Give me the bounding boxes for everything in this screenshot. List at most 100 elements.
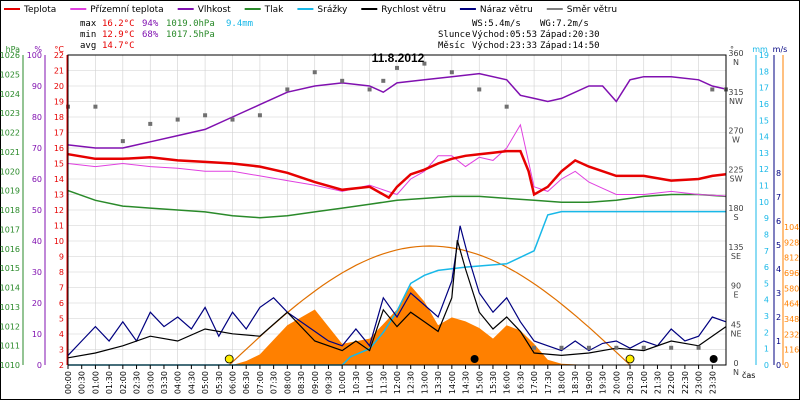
wind-dir-point — [477, 87, 482, 92]
wind-dir-point — [381, 78, 386, 83]
rain-tick-label: 0 — [764, 361, 769, 370]
pressure-axis-unit: hPa — [6, 45, 21, 54]
series-layer — [66, 61, 728, 366]
humidity-tick-label: 50 — [32, 206, 42, 215]
wind-tick-label: 4 — [776, 265, 781, 274]
rain-tick-label: 12 — [759, 165, 769, 174]
solar-radiation-area — [68, 285, 726, 365]
x-tick-label: 05:00 — [201, 371, 210, 394]
x-tick-label: 21:30 — [653, 371, 662, 394]
wind-dir-point — [559, 345, 564, 350]
wind-wg: WG:7.2m/s — [540, 19, 589, 29]
pressure-tick-label: 1017 — [0, 225, 20, 234]
stats-avg-label: avg — [80, 41, 96, 51]
pressure-tick-label: 1022 — [0, 129, 20, 138]
temperature-axis-unit: °C — [54, 45, 64, 54]
temperature-tick-label: 10 — [54, 237, 64, 246]
x-tick-label: 12:00 — [393, 371, 402, 394]
x-tick-label: 18:00 — [558, 371, 567, 394]
rain-tick-label: 10 — [759, 198, 769, 207]
pressure-tick-label: 1013 — [0, 303, 20, 312]
pressure-tick-label: 1018 — [0, 206, 20, 215]
wind-dir-point — [614, 345, 619, 350]
temperature-tick-label: 7 — [59, 284, 64, 293]
x-tick-label: 03:00 — [146, 371, 155, 394]
rain-tick-label: 14 — [759, 133, 769, 142]
sun-set: Západ:20:30 — [540, 30, 600, 40]
wind-dir-tick-label: 45 — [731, 320, 741, 329]
theoretical-sun-curve — [228, 245, 631, 366]
x-tick-label: 03:30 — [160, 371, 169, 394]
x-tick-label: 17:00 — [530, 371, 539, 394]
x-tick-label: 00:30 — [78, 371, 87, 394]
temperature-tick-label: 6 — [59, 299, 64, 308]
rain-tick-label: 18 — [759, 67, 769, 76]
x-tick-label: 07:30 — [270, 371, 279, 394]
series-temperature — [67, 149, 727, 200]
rain-tick-label: 6 — [764, 263, 769, 272]
humidity-tick-label: 90 — [32, 82, 42, 91]
legend-label: Srážky — [317, 5, 348, 15]
x-tick-label: 18:30 — [571, 371, 580, 394]
x-tick-label: 08:00 — [283, 371, 292, 394]
wind-dir-point — [175, 117, 180, 122]
rain-tick-label: 7 — [764, 247, 769, 256]
temperature-tick-label: 15 — [54, 160, 64, 169]
wind-tick-label: 7 — [776, 193, 781, 202]
legend: Teplota Přízemní teplota Vlhkost Tlak Srážky… — [4, 5, 617, 15]
x-tick-label: 11:30 — [379, 371, 388, 394]
wind-dir-point — [148, 121, 153, 126]
wind-ws: WS:5.4m/s — [472, 19, 521, 29]
wind-dir-point — [669, 345, 674, 350]
wind-tick-label: 2 — [776, 313, 781, 322]
rain-tick-label: 13 — [759, 149, 769, 158]
x-tick-label: 07:00 — [256, 371, 265, 394]
wind-tick-label: 5 — [776, 241, 781, 250]
pressure-tick-label: 1011 — [0, 342, 20, 351]
wind-dir-tick-label: 0 — [733, 359, 738, 368]
x-tick-label: 20:00 — [612, 371, 621, 394]
wind-dir-point — [257, 113, 262, 118]
x-axis-unit: čas — [742, 370, 755, 380]
wind-dir-point — [285, 87, 290, 92]
wind-dir-tick-label: 360 — [728, 49, 743, 58]
sun-marker — [224, 354, 234, 364]
stats-avg-temp: 14.7°C — [102, 41, 135, 51]
series-wind-speed — [67, 240, 727, 359]
chart-title: 11.8.2012 — [372, 51, 425, 65]
series-wind-gust — [67, 225, 727, 356]
wind-dir-tick-label: 90 — [731, 282, 741, 291]
solar-tick-label: 116 — [784, 346, 799, 355]
temperature-tick-label: 19 — [54, 98, 64, 107]
wind-dir-axis-unit: ° — [730, 45, 734, 54]
solar-tick-label: 348 — [784, 315, 799, 324]
wind-dir-point — [449, 70, 454, 75]
x-tick-label: 22:30 — [681, 371, 690, 394]
wind-tick-label: 1 — [776, 337, 781, 346]
x-tick-label: 10:30 — [352, 371, 361, 394]
temperature-tick-label: 22 — [54, 51, 64, 60]
temperature-tick-label: 14 — [54, 175, 64, 184]
wind-tick-label: 8 — [776, 169, 781, 178]
solar-tick-label: 580 — [784, 284, 799, 293]
rain-tick-label: 17 — [759, 84, 769, 93]
pressure-tick-label: 1010 — [0, 361, 20, 370]
x-tick-label: 14:00 — [448, 371, 457, 394]
stats-min-hum: 68% — [142, 30, 159, 40]
x-tick-label: 09:00 — [311, 371, 320, 394]
x-tick-label: 04:00 — [174, 371, 183, 394]
stats-block: max 16.2°C 94% 1019.0hPa 9.4mm min 12.9°… — [80, 19, 253, 51]
humidity-tick-label: 60 — [32, 175, 42, 184]
temperature-tick-label: 9 — [59, 253, 64, 262]
wind-tick-label: 0 — [776, 361, 781, 370]
pressure-tick-label: 1023 — [0, 109, 20, 118]
temperature-tick-label: 3 — [59, 346, 64, 355]
series-rain — [68, 210, 726, 366]
wind-dir-point — [532, 345, 537, 350]
solar-area — [68, 245, 726, 366]
x-tick-label: 02:30 — [133, 371, 142, 394]
x-tick-label: 01:30 — [105, 371, 114, 394]
legend-label: Rychlost větru — [381, 5, 446, 15]
x-tick-label: 20:30 — [626, 371, 635, 394]
x-tick-label: 01:00 — [91, 371, 100, 394]
